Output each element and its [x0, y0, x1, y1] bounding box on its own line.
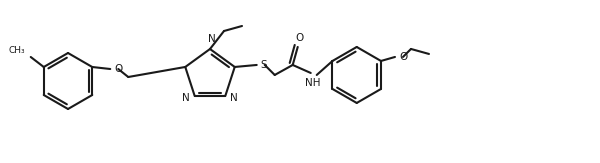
Text: CH₃: CH₃: [8, 46, 25, 55]
Text: O: O: [114, 64, 122, 74]
Text: N: N: [208, 34, 216, 44]
Text: S: S: [261, 60, 268, 70]
Text: NH: NH: [305, 78, 320, 88]
Text: N: N: [230, 93, 238, 103]
Text: O: O: [399, 52, 407, 62]
Text: N: N: [182, 93, 190, 103]
Text: O: O: [296, 33, 304, 43]
